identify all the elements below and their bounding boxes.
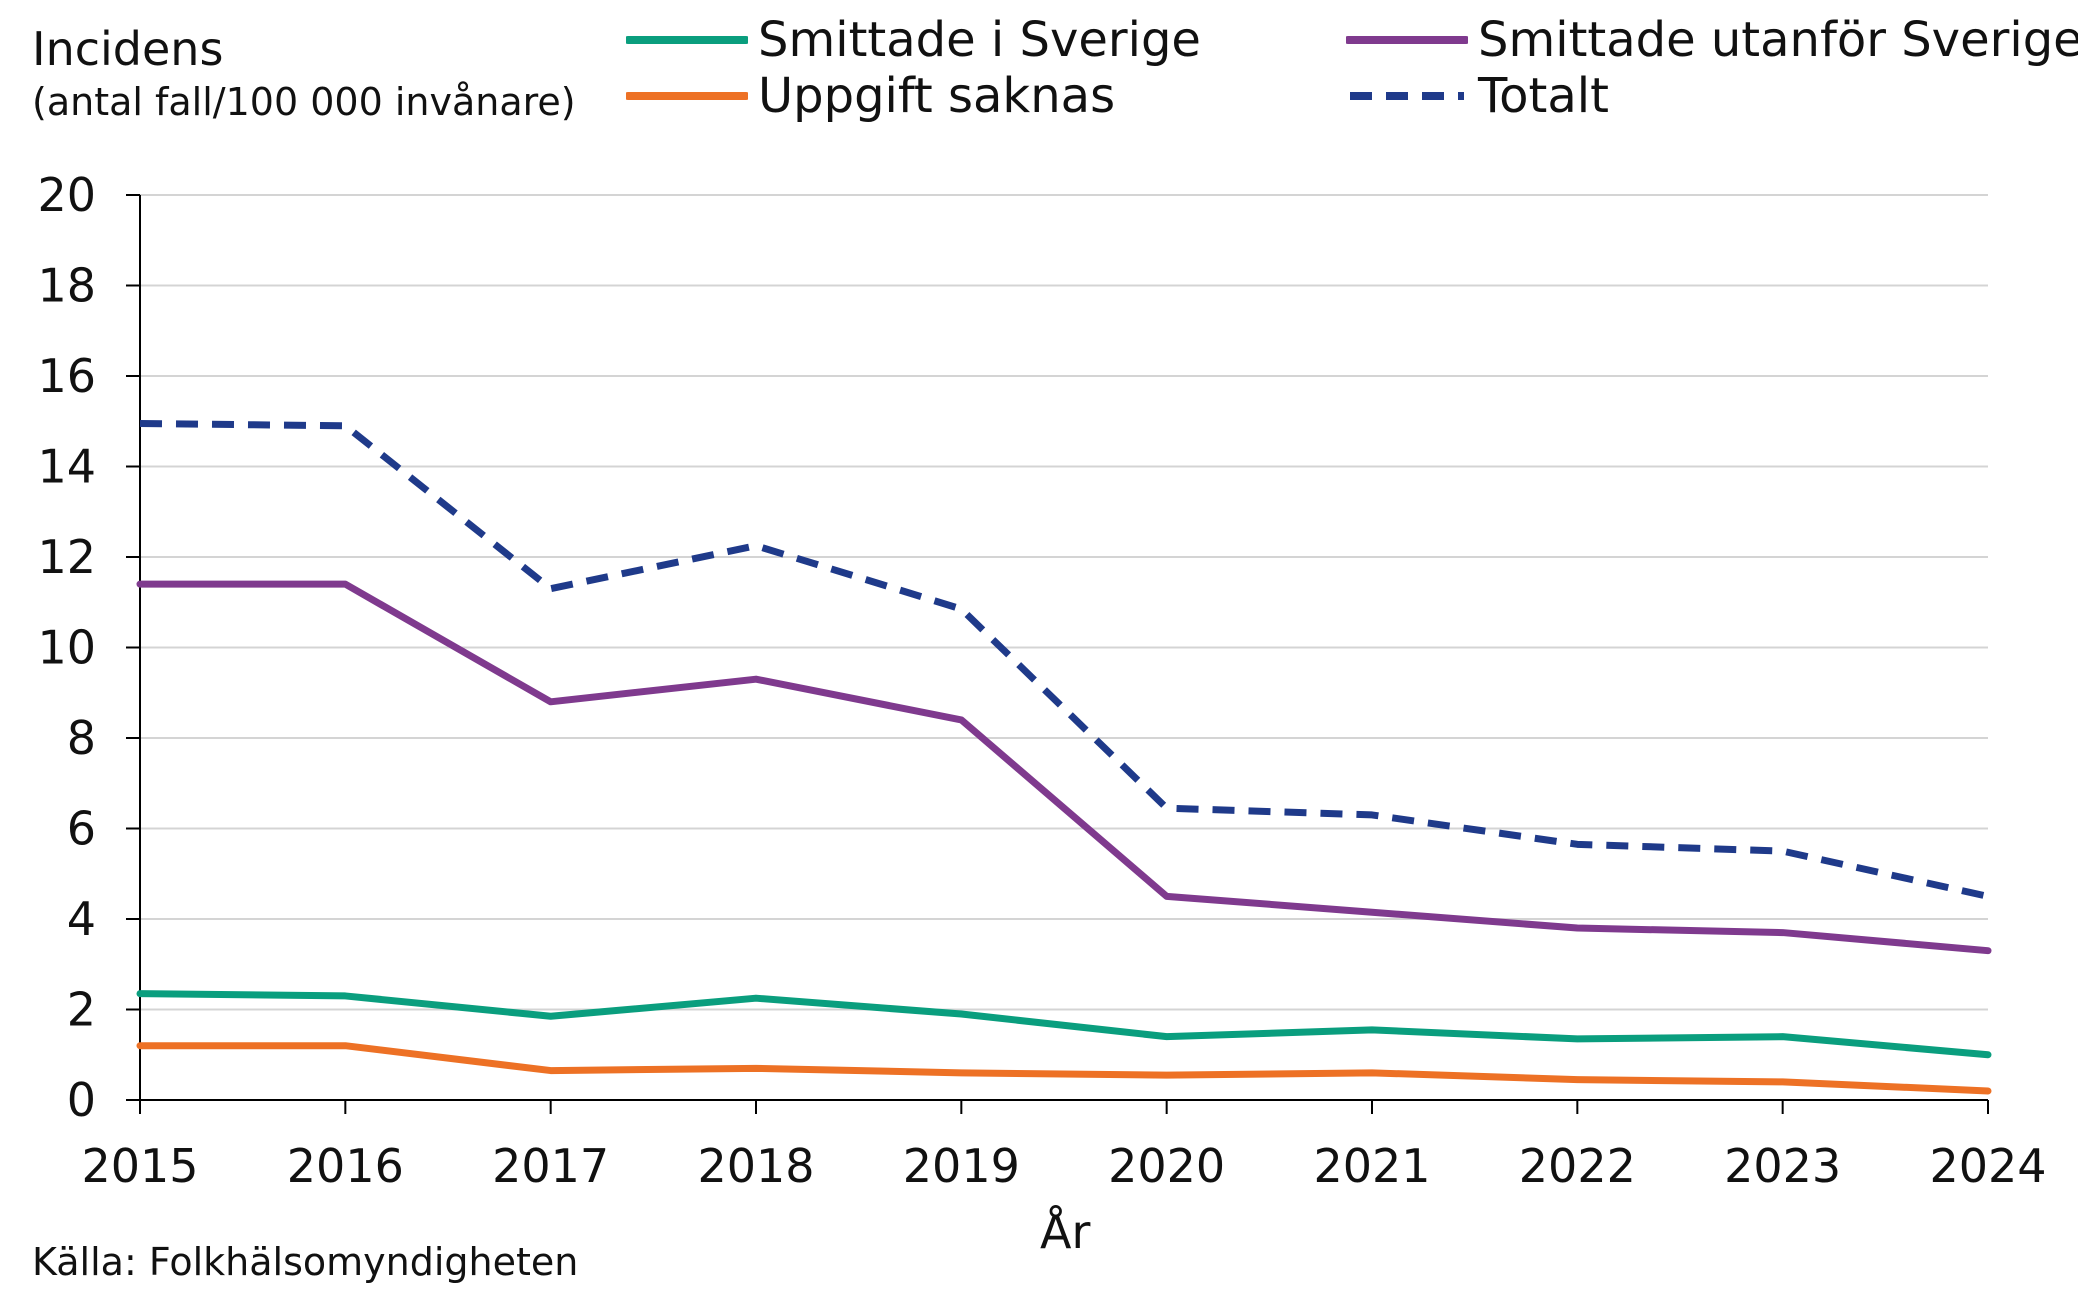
- series-line-smittade-utanf-r-sverige: [136, 580, 1992, 955]
- x-axis-ticks: 2015 2016 2017 2018 2019 2020 2021 2022 2023 2024: [81, 1100, 2047, 1193]
- x-tick-label: 2024: [1929, 1139, 2046, 1193]
- series-line-uppgift-saknas: [136, 1042, 1992, 1095]
- legend-item-smittade-i-sverige: Smittade i Sverige: [626, 12, 1201, 68]
- y-tick-label: 20: [37, 168, 96, 222]
- source-note: Källa: Folkhälsomyndigheten: [32, 1240, 579, 1284]
- legend-swatch: [1346, 14, 1468, 66]
- y-tick-label: 8: [67, 711, 96, 765]
- y-tick-label: 6: [67, 802, 96, 856]
- x-tick-label: 2020: [1108, 1139, 1225, 1193]
- x-axis-title: År: [1040, 1205, 1091, 1259]
- series-lines: [136, 420, 1992, 1095]
- y-tick-label: 2: [67, 983, 96, 1037]
- x-tick-label: 2022: [1519, 1139, 1636, 1193]
- x-tick-label: 2021: [1313, 1139, 1430, 1193]
- legend-swatch: [626, 70, 748, 122]
- legend-swatch: [1346, 70, 1468, 122]
- x-tick-label: 2023: [1724, 1139, 1841, 1193]
- y-tick-label: 14: [37, 440, 96, 494]
- series-line-smittade-i-sverige: [136, 990, 1992, 1059]
- x-tick-label: 2017: [492, 1139, 609, 1193]
- y-axis-title: Incidens: [32, 22, 224, 76]
- y-axis-subtitle: (antal fall/100 000 invånare): [32, 80, 576, 124]
- x-tick-label: 2015: [81, 1139, 198, 1193]
- legend-label: Totalt: [1478, 68, 1609, 124]
- legend-item-uppgift-saknas: Uppgift saknas: [626, 68, 1116, 124]
- x-tick-label: 2019: [903, 1139, 1020, 1193]
- y-tick-label: 12: [37, 530, 96, 584]
- y-tick-label: 16: [37, 349, 96, 403]
- y-tick-label: 0: [67, 1073, 96, 1127]
- legend-item-totalt: Totalt: [1346, 68, 1609, 124]
- legend-label: Smittade i Sverige: [758, 12, 1201, 68]
- legend-label: Uppgift saknas: [758, 68, 1116, 124]
- gridlines: [140, 194, 1988, 1011]
- legend-swatch: [626, 14, 748, 66]
- series-line-totalt: [139, 420, 1989, 900]
- legend-item-smittade-utanfor-sverige: Smittade utanför Sverige: [1346, 12, 2078, 68]
- x-tick-label: 2016: [287, 1139, 404, 1193]
- y-tick-label: 18: [37, 259, 96, 313]
- x-tick-label: 2018: [697, 1139, 814, 1193]
- y-tick-label: 4: [67, 892, 96, 946]
- y-tick-label: 10: [37, 621, 96, 675]
- legend-label: Smittade utanför Sverige: [1478, 12, 2078, 68]
- y-axis-ticks: 0 2 4 6 8 10 12 14 16 18 20: [37, 168, 140, 1127]
